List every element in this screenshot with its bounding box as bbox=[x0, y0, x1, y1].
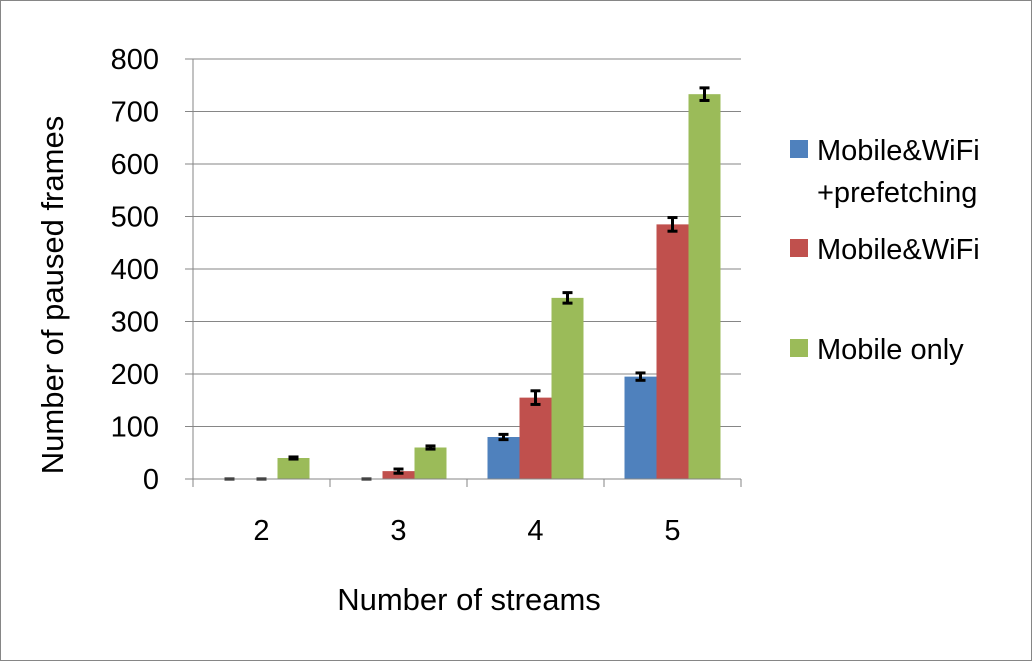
y-tick-label: 600 bbox=[111, 149, 159, 181]
bars bbox=[277, 94, 721, 480]
legend-label: Mobile only bbox=[817, 334, 964, 366]
bar bbox=[277, 458, 310, 479]
y-tick-label: 300 bbox=[111, 307, 159, 339]
x-axis-ticks: 2 3 4 5 bbox=[192, 479, 742, 547]
y-tick-label: 0 bbox=[143, 464, 159, 496]
x-tick-label: 2 bbox=[253, 515, 269, 547]
y-axis-ticks: 0 100 200 300 400 500 600 700 800 bbox=[111, 44, 159, 496]
y-tick-label: 200 bbox=[111, 359, 159, 391]
axes bbox=[192, 59, 741, 480]
bar bbox=[656, 224, 689, 479]
legend-label: +prefetching bbox=[817, 177, 977, 209]
bar bbox=[688, 94, 721, 480]
legend-label: Mobile&WiFi bbox=[817, 135, 980, 167]
y-tick-label: 400 bbox=[111, 254, 159, 286]
x-tick-label: 5 bbox=[664, 515, 680, 547]
x-axis-title: Number of streams bbox=[337, 582, 601, 617]
bar bbox=[487, 437, 520, 479]
bar bbox=[519, 397, 552, 479]
gridlines bbox=[185, 58, 741, 480]
bar bbox=[551, 297, 584, 479]
y-tick-label: 100 bbox=[111, 412, 159, 444]
legend: Mobile&WiFi +prefetching Mobile&WiFi Mobile… bbox=[790, 135, 980, 366]
legend-swatch bbox=[790, 339, 808, 357]
bar bbox=[382, 471, 415, 479]
bar bbox=[624, 376, 657, 479]
bar bbox=[414, 447, 447, 479]
legend-swatch bbox=[790, 239, 808, 257]
y-tick-label: 500 bbox=[111, 202, 159, 234]
legend-swatch bbox=[790, 140, 808, 158]
y-axis-title: Number of paused frames bbox=[35, 116, 70, 474]
legend-label: Mobile&WiFi bbox=[817, 234, 980, 266]
y-tick-label: 700 bbox=[111, 97, 159, 129]
y-tick-label: 800 bbox=[111, 44, 159, 76]
x-tick-label: 4 bbox=[527, 515, 543, 547]
x-tick-label: 3 bbox=[390, 515, 406, 547]
